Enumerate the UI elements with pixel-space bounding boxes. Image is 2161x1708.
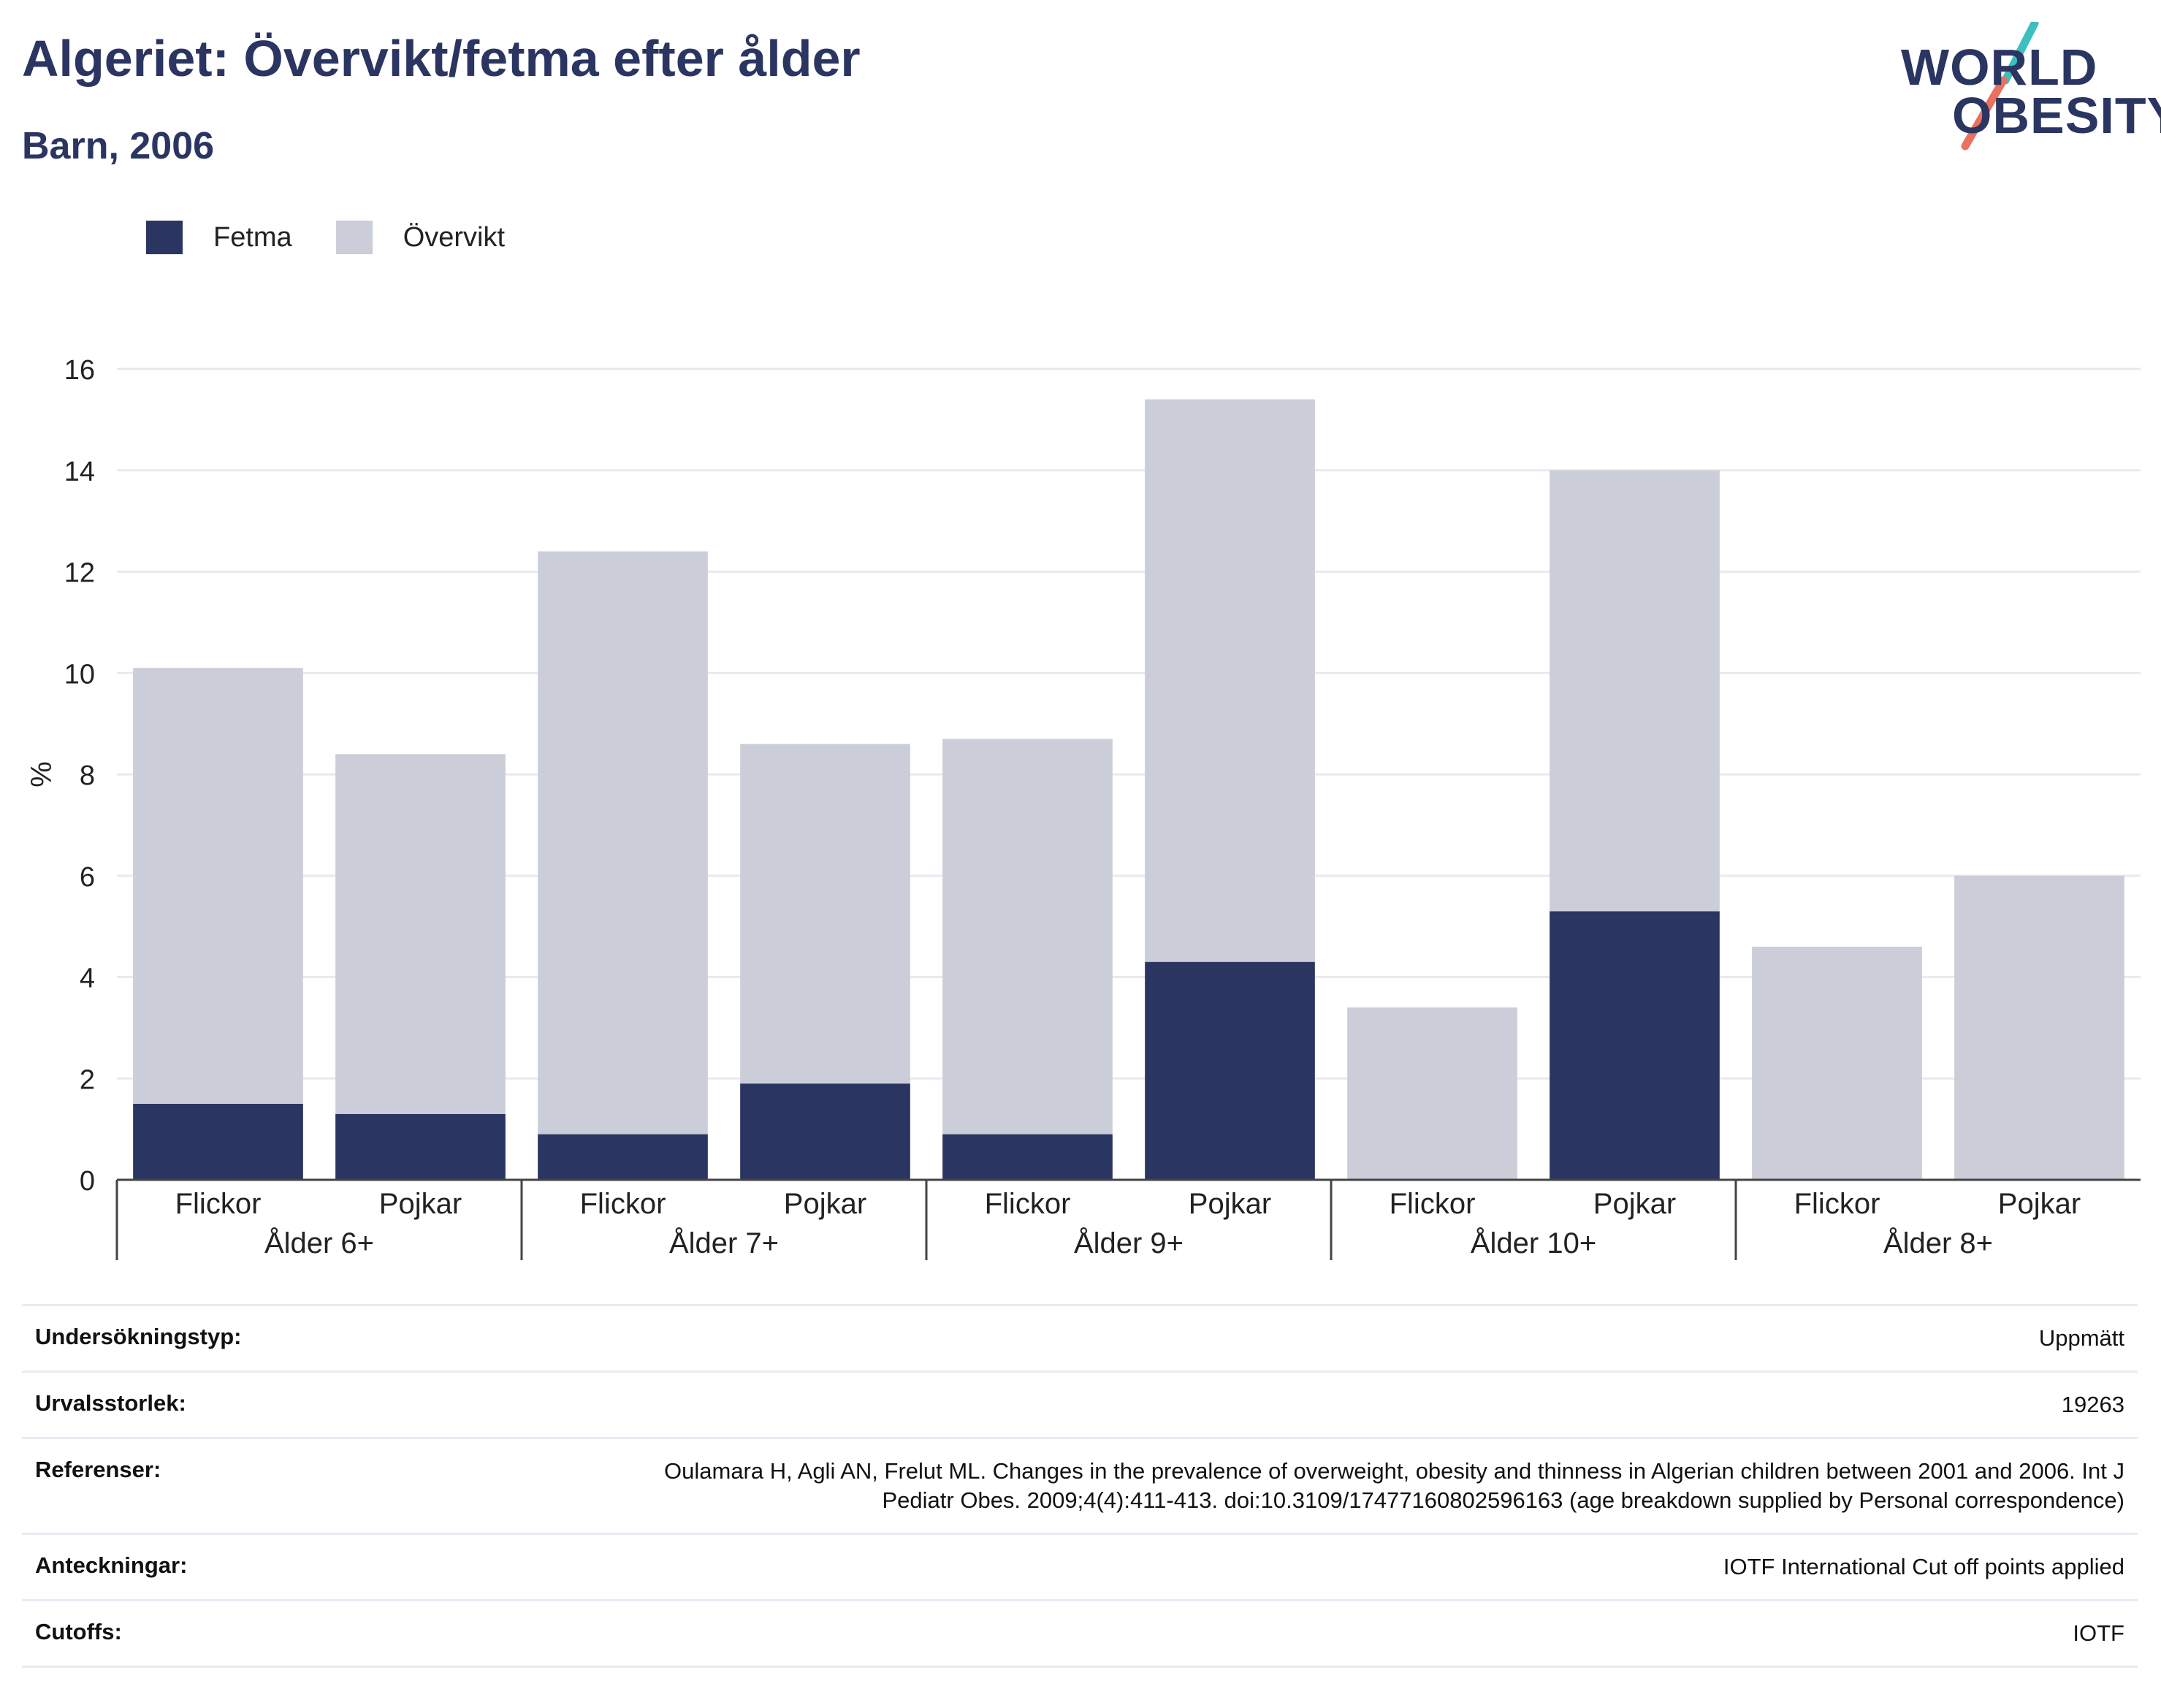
x-subcategory-label: Flickor <box>580 1188 666 1220</box>
chart-legend: Fetma Övervikt <box>146 216 549 259</box>
bar-segment-fetma <box>740 1083 910 1180</box>
x-group-label: Ålder 6+ <box>264 1227 374 1259</box>
y-axis-label: % <box>26 761 58 788</box>
metadata-row: Cutoffs: IOTF <box>22 1601 2138 1668</box>
legend-label-overvikt: Övervikt <box>403 221 506 253</box>
bar-segment-overvikt <box>1752 946 1922 1180</box>
bar-segment-fetma <box>1145 961 1315 1180</box>
logo-text-world: WORLD <box>1901 39 2098 96</box>
bar-segment-fetma <box>133 1103 303 1180</box>
x-subcategory-label: Flickor <box>175 1188 262 1220</box>
chart-subtitle: Barn, 2006 <box>22 125 215 167</box>
metadata-row: Anteckningar: IOTF International Cut off … <box>22 1535 2138 1601</box>
bar-segment-overvikt <box>335 754 506 1114</box>
metadata-key: Referenser: <box>35 1457 161 1482</box>
logo-text-obesity: OBESITY <box>1952 87 2161 144</box>
metadata-value: Uppmätt <box>2038 1325 2124 1351</box>
legend-swatch-fetma <box>146 221 183 254</box>
x-group-label: Ålder 7+ <box>669 1227 779 1259</box>
y-tick-label: 16 <box>64 355 95 386</box>
bar-segment-fetma <box>538 1134 708 1180</box>
metadata-key: Cutoffs: <box>35 1619 122 1644</box>
legend-label-fetma: Fetma <box>213 221 292 253</box>
y-tick-label: 12 <box>64 558 95 589</box>
y-tick-label: 2 <box>80 1064 95 1095</box>
x-subcategory-label: Flickor <box>1794 1188 1880 1220</box>
metadata-value: Oulamara H, Agli AN, Frelut ML. Changes … <box>664 1458 2124 1513</box>
x-subcategory-label: Flickor <box>1390 1188 1476 1220</box>
bar-segment-overvikt <box>133 668 303 1104</box>
y-tick-label: 4 <box>80 964 95 994</box>
y-tick-label: 8 <box>80 760 95 791</box>
bar-segment-fetma <box>335 1113 506 1180</box>
y-tick-label: 0 <box>80 1166 95 1197</box>
y-tick-label: 14 <box>64 457 95 487</box>
legend-item-overvikt[interactable]: Övervikt <box>335 221 506 254</box>
metadata-row: Undersökningstyp: Uppmätt <box>22 1306 2138 1373</box>
metadata-key: Undersökningstyp: <box>35 1324 242 1349</box>
metadata-value: IOTF <box>2073 1620 2124 1646</box>
bar-segment-overvikt <box>1954 875 2124 1180</box>
y-tick-label: 10 <box>64 659 95 690</box>
bar-segment-overvikt <box>1347 1007 1517 1180</box>
x-subcategory-label: Pojkar <box>379 1188 462 1220</box>
x-subcategory-label: Pojkar <box>784 1188 866 1220</box>
bar-segment-overvikt <box>740 744 910 1084</box>
bar-segment-overvikt <box>1550 470 1720 912</box>
x-subcategory-label: Pojkar <box>1998 1188 2081 1220</box>
metadata-value: IOTF International Cut off points applie… <box>1723 1554 2124 1579</box>
world-obesity-logo: WORLD OBESITY <box>1899 22 2161 161</box>
legend-swatch-overvikt <box>335 221 373 254</box>
logo-slash-icon <box>1961 22 2039 150</box>
bar-segment-fetma <box>942 1134 1113 1180</box>
x-group-label: Ålder 10+ <box>1471 1227 1596 1259</box>
bar-segment-fetma <box>1550 911 1720 1180</box>
x-subcategory-label: Flickor <box>985 1188 1071 1220</box>
metadata-value: 19263 <box>2061 1392 2124 1417</box>
chart-title: Algeriet: Övervikt/fetma efter ålder <box>22 30 861 87</box>
x-subcategory-label: Pojkar <box>1189 1188 1271 1220</box>
x-group-label: Ålder 9+ <box>1074 1227 1184 1259</box>
metadata-row: Referenser: Oulamara H, Agli AN, Frelut M… <box>22 1439 2138 1535</box>
bar-segment-overvikt <box>538 551 708 1135</box>
x-subcategory-label: Pojkar <box>1593 1188 1676 1220</box>
bar-segment-overvikt <box>1145 399 1315 962</box>
metadata-row: Urvalsstorlek: 19263 <box>22 1373 2138 1439</box>
x-group-label: Ålder 8+ <box>1883 1227 1993 1259</box>
y-tick-label: 6 <box>80 862 95 893</box>
metadata-key: Urvalsstorlek: <box>35 1390 186 1416</box>
legend-item-fetma[interactable]: Fetma <box>146 221 292 254</box>
bar-segment-overvikt <box>942 739 1113 1135</box>
metadata-table: Undersökningstyp: Uppmätt Urvalsstorlek: 19… <box>22 1304 2138 1668</box>
metadata-key: Anteckningar: <box>35 1552 188 1578</box>
